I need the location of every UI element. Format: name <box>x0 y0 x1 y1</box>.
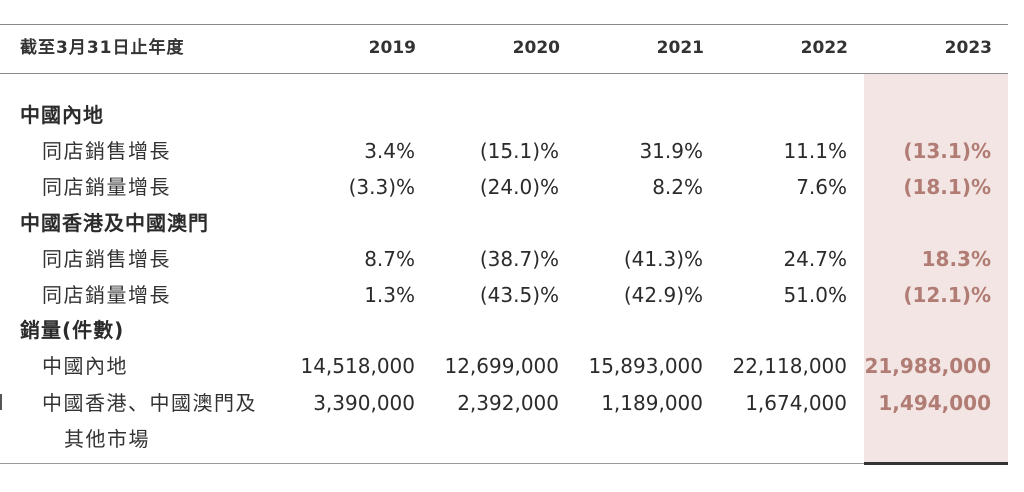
row-label: 中國香港、中國澳門及 <box>42 391 257 415</box>
header-year-2021: 2021 <box>656 38 704 58</box>
header-label: 截至3月31日止年度 <box>20 38 185 58</box>
top-rule <box>0 24 1008 25</box>
table-cell: 1.3% <box>364 283 415 307</box>
table-cell: 1,674,000 <box>745 391 847 415</box>
header-year-2023: 2023 <box>944 38 992 58</box>
header-year-2020: 2020 <box>512 38 560 58</box>
table-cell: (43.5)% <box>479 283 559 307</box>
header-rule <box>0 73 1008 74</box>
table-cell-highlight: 1,494,000 <box>878 391 991 415</box>
table-cell: 22,118,000 <box>732 354 847 378</box>
table-cell: 24.7% <box>783 247 847 271</box>
table-cell-highlight: 18.3% <box>921 247 991 271</box>
section-title-mainland: 中國內地 <box>20 103 104 127</box>
table-cell-highlight: (13.1)% <box>903 139 991 163</box>
row-label: 同店銷售增長 <box>42 139 171 163</box>
table-cell: (15.1)% <box>479 139 559 163</box>
table-cell: 31.9% <box>639 139 703 163</box>
row-label: 同店銷量增長 <box>42 283 171 307</box>
row-label: 同店銷量增長 <box>42 175 171 199</box>
header-year-2022: 2022 <box>800 38 848 58</box>
table-cell: (24.0)% <box>479 175 559 199</box>
table-cell: 2,392,000 <box>457 391 559 415</box>
table-cell-highlight: 21,988,000 <box>864 354 991 378</box>
table-cell-highlight: (12.1)% <box>903 283 991 307</box>
header-year-2019: 2019 <box>368 38 416 58</box>
edge-mark <box>0 394 2 410</box>
table-cell-highlight: (18.1)% <box>903 175 991 199</box>
table-cell: 3.4% <box>364 139 415 163</box>
table-cell: 1,189,000 <box>601 391 703 415</box>
table-cell: 7.6% <box>796 175 847 199</box>
highlight-column-2023 <box>864 74 1008 463</box>
table-cell: 14,518,000 <box>300 354 415 378</box>
bottom-rule-highlight <box>864 462 1008 465</box>
table-cell: 8.2% <box>652 175 703 199</box>
table-cell: 11.1% <box>783 139 847 163</box>
table-cell: 3,390,000 <box>313 391 415 415</box>
table-cell: (42.9)% <box>623 283 703 307</box>
section-title-hkmacau: 中國香港及中國澳門 <box>20 211 209 235</box>
table-cell: 51.0% <box>783 283 847 307</box>
row-label: 同店銷售增長 <box>42 247 171 271</box>
table-cell: 8.7% <box>364 247 415 271</box>
section-title-volume: 銷量(件數) <box>20 318 125 342</box>
table-cell: (38.7)% <box>479 247 559 271</box>
table-cell: 12,699,000 <box>444 354 559 378</box>
table-cell: (3.3)% <box>348 175 415 199</box>
row-label-continued: 其他市場 <box>64 427 150 451</box>
table-cell: 15,893,000 <box>588 354 703 378</box>
table-cell: (41.3)% <box>623 247 703 271</box>
bottom-rule <box>0 463 1008 464</box>
row-label: 中國內地 <box>42 354 128 378</box>
